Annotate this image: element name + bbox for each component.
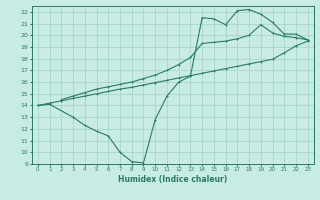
- X-axis label: Humidex (Indice chaleur): Humidex (Indice chaleur): [118, 175, 228, 184]
